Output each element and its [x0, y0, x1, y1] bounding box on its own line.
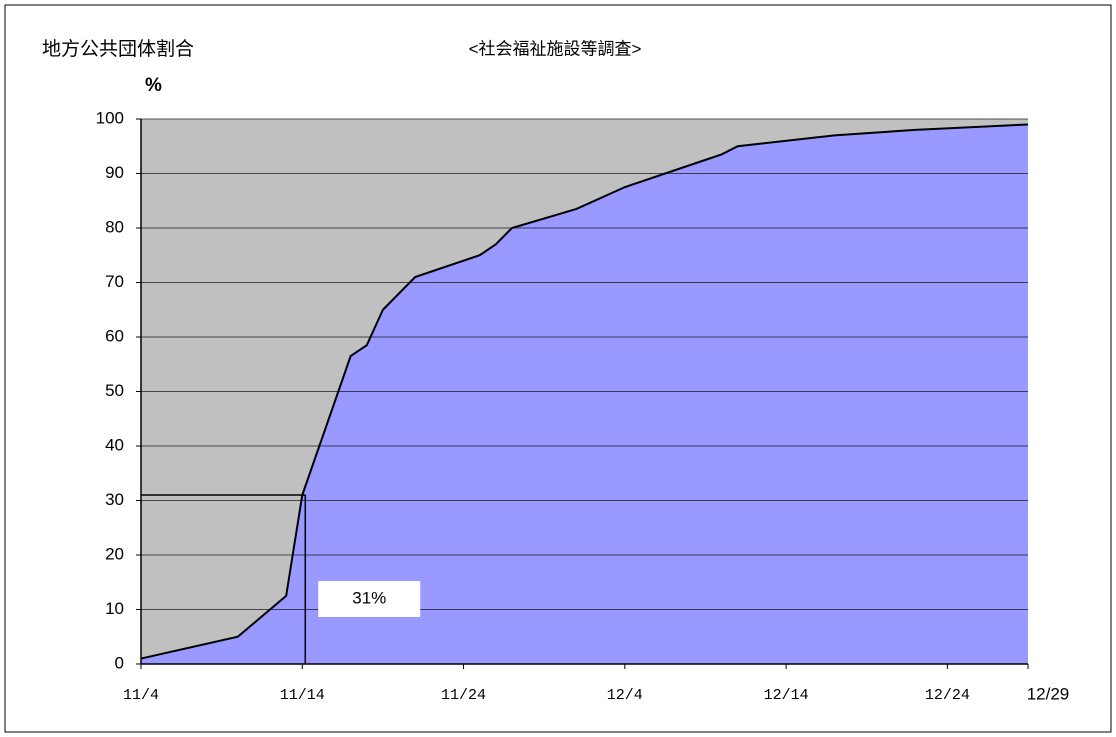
y-tick-label: 40: [105, 435, 124, 454]
y-tick-label: 80: [105, 217, 124, 236]
y-tick-label: 90: [105, 163, 124, 182]
x-tick-label: 12/29: [1027, 684, 1070, 703]
y-tick-label: 60: [105, 326, 124, 345]
x-tick-label: 11/14: [280, 687, 325, 704]
y-tick-label: 30: [105, 490, 124, 509]
x-tick-label: 11/24: [441, 687, 486, 704]
y-tick-label: 70: [105, 272, 124, 291]
chart-subtitle: <社会福祉施設等調査>: [469, 39, 642, 58]
y-tick-label: 0: [115, 653, 124, 672]
x-tick-label: 11/4: [123, 687, 159, 704]
x-tick-label: 12/4: [607, 687, 643, 704]
area: [141, 124, 1028, 664]
annotation-box: [318, 581, 421, 617]
x-tick-label: 12/24: [925, 687, 970, 704]
line: [140, 123, 1029, 660]
y-tick-label: 10: [105, 599, 124, 618]
y-tick-label: 20: [105, 544, 124, 563]
y-unit: %: [145, 75, 162, 96]
x-tick-label: 12/14: [764, 687, 809, 704]
annotation-label: 31%: [352, 588, 386, 607]
y-tick-label: 50: [105, 381, 124, 400]
y-tick-label: 100: [96, 108, 124, 127]
chart-title: 地方公共団体割合: [42, 38, 194, 60]
